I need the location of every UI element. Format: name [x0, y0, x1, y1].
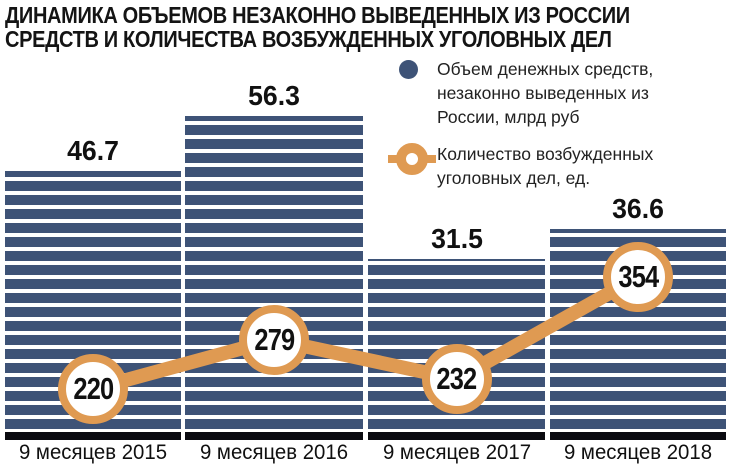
bar-value-label: 36.6 — [612, 193, 664, 224]
line-series-legend-icon — [388, 142, 436, 175]
bar-value-label: 56.3 — [248, 80, 300, 111]
category-label: 9 месяцев 2016 — [199, 441, 349, 464]
line-marker-value: 279 — [254, 322, 295, 357]
line-marker-value: 220 — [73, 371, 114, 406]
line-marker: 354 — [603, 242, 673, 312]
legend-item-bars: Объем денежных средств, незаконно выведе… — [388, 57, 718, 129]
category-label: 9 месяцев 2015 — [18, 441, 168, 464]
category-label: 9 месяцев 2017 — [382, 441, 531, 464]
bar-value-label: 46.7 — [67, 135, 119, 166]
chart-title: ДИНАМИКА ОБЪЕМОВ НЕЗАКОННО ВЫВЕДЕННЫХ ИЗ… — [5, 3, 630, 51]
line-marker-value: 232 — [436, 361, 478, 396]
axis-base-segment — [5, 432, 181, 440]
chart-title-line-2: СРЕДСТВ И КОЛИЧЕСТВА ВОЗБУЖДЕННЫХ УГОЛОВ… — [5, 26, 612, 52]
legend: Объем денежных средств, незаконно выведе… — [388, 57, 718, 203]
axis-base-segment — [550, 432, 726, 440]
bar-9 месяцев 2016 — [185, 116, 363, 429]
bar-series-legend-icon — [399, 60, 418, 79]
line-marker: 279 — [239, 305, 309, 375]
legend-item-line-label: Количество возбужденных уголовных дел, е… — [437, 144, 654, 188]
axis-base-segment — [368, 432, 545, 440]
legend-item-bars-label: Объем денежных средств, незаконно выведе… — [437, 59, 654, 127]
bar-value-label: 31.5 — [430, 223, 483, 254]
category-label: 9 месяцев 2018 — [563, 441, 713, 464]
axis-base-segment — [185, 432, 363, 440]
line-marker-value: 354 — [618, 259, 659, 294]
line-marker: 232 — [421, 344, 492, 414]
line-marker: 220 — [58, 354, 128, 424]
legend-item-line: Количество возбужденных уголовных дел, е… — [388, 142, 718, 190]
trend-line — [91, 270, 642, 396]
chart-title-line-1: ДИНАМИКА ОБЪЕМОВ НЕЗАКОННО ВЫВЕДЕННЫХ ИЗ… — [5, 2, 630, 28]
